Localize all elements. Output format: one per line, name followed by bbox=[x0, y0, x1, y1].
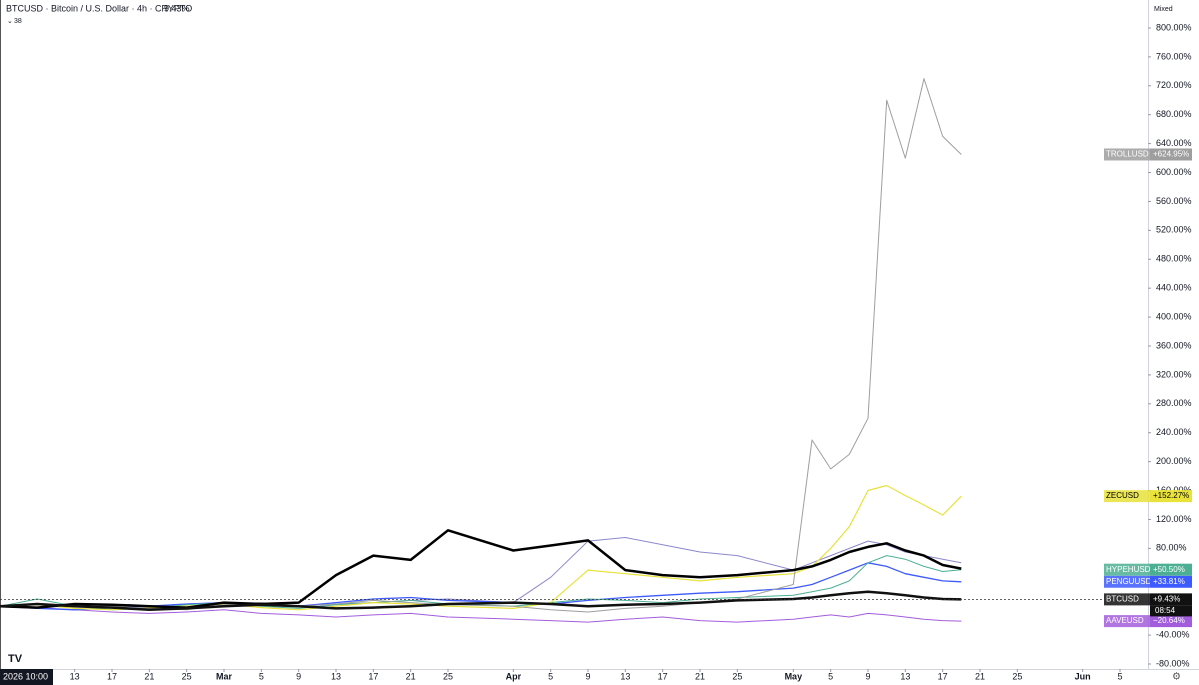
y-tick-label: 520.00% bbox=[1156, 225, 1192, 235]
title-change: 9.43% bbox=[164, 3, 190, 13]
y-tick-label: 200.00% bbox=[1156, 456, 1192, 466]
price-label: HYPEHUSD +50.50% bbox=[1104, 563, 1192, 576]
x-tick-label: 25 bbox=[732, 671, 742, 681]
x-tick-label: 5 bbox=[828, 671, 833, 681]
y-tick-label: 640.00% bbox=[1156, 138, 1192, 148]
price-label: PENGUUSDT+33.81% bbox=[1104, 575, 1192, 588]
series-line bbox=[0, 529, 962, 609]
price-label-value: +152.27% bbox=[1153, 491, 1189, 500]
indicator-toggle[interactable]: ⌄ bbox=[7, 18, 13, 25]
x-tick-label: May bbox=[785, 671, 803, 681]
price-label-name: TROLLUSD bbox=[1106, 150, 1149, 159]
price-label-name: BTCUSD bbox=[1106, 594, 1139, 603]
price-label-value-box bbox=[1150, 563, 1192, 576]
price-label-name-box bbox=[1104, 563, 1150, 576]
indicator-count[interactable]: 38 bbox=[14, 18, 22, 25]
y-tick-label: 360.00% bbox=[1156, 340, 1192, 350]
price-label-value: +9.43% bbox=[1153, 594, 1180, 603]
x-tick-label: 5 bbox=[259, 671, 264, 681]
price-labels: AAVEUSD −20.64% PENGUUSDT+33.81%HYPEHUSD +5… bbox=[1104, 148, 1192, 628]
y-tick-label: 800.00% bbox=[1156, 22, 1192, 32]
y-tick-label: 440.00% bbox=[1156, 283, 1192, 293]
series-line bbox=[0, 555, 962, 611]
price-label-name: AAVEUSD bbox=[1106, 616, 1144, 625]
logo[interactable]: TV bbox=[8, 653, 23, 665]
x-tick-label: 25 bbox=[443, 671, 453, 681]
y-tick-label: 280.00% bbox=[1156, 398, 1192, 408]
y-tick-label: 600.00% bbox=[1156, 167, 1192, 177]
price-label-value: +624.95% bbox=[1153, 150, 1189, 159]
price-label-name-box bbox=[1104, 575, 1150, 588]
x-tick-label: Jun bbox=[1075, 671, 1091, 681]
x-tick-label: 17 bbox=[658, 671, 668, 681]
price-label-value-box bbox=[1150, 490, 1192, 503]
price-label-name: ZECUSD bbox=[1106, 491, 1139, 500]
time-label: 2026 10:00 bbox=[3, 671, 48, 681]
x-tick-label: Mar bbox=[216, 671, 233, 681]
x-tick-label: 21 bbox=[406, 671, 416, 681]
x-tick-label: 13 bbox=[900, 671, 910, 681]
price-label: BTCUSD +9.43% 08:54 bbox=[1104, 593, 1192, 617]
price-label: AAVEUSD −20.64% bbox=[1104, 615, 1192, 628]
y-tick-label: 480.00% bbox=[1156, 254, 1192, 264]
x-tick-label: 9 bbox=[585, 671, 590, 681]
series-line bbox=[0, 562, 962, 611]
price-label-value-box bbox=[1150, 593, 1192, 606]
y-tick-label: 560.00% bbox=[1156, 196, 1192, 206]
price-label-value-box bbox=[1150, 615, 1192, 628]
x-tick-label: 21 bbox=[144, 671, 154, 681]
x-tick-label: Apr bbox=[506, 671, 522, 681]
y-tick-label: -80.00% bbox=[1156, 658, 1190, 668]
x-tick-label: 13 bbox=[620, 671, 630, 681]
time-label-box bbox=[0, 669, 53, 685]
x-tick-label: 25 bbox=[182, 671, 192, 681]
series-line bbox=[0, 605, 962, 623]
price-label-value-box bbox=[1150, 575, 1192, 588]
x-tick-label: 13 bbox=[331, 671, 341, 681]
y-tick-label: 80.00% bbox=[1156, 543, 1187, 553]
plot-area bbox=[0, 78, 1104, 623]
x-tick-label: 17 bbox=[938, 671, 948, 681]
x-tick-label: 17 bbox=[368, 671, 378, 681]
y-tick-label: 680.00% bbox=[1156, 109, 1192, 119]
scale-mode[interactable]: Mixed bbox=[1154, 6, 1173, 13]
y-tick-label: 160.00% bbox=[1156, 485, 1192, 495]
series-line bbox=[0, 590, 962, 612]
x-tick-label: 21 bbox=[695, 671, 705, 681]
countdown: 08:54 bbox=[1155, 606, 1176, 615]
y-tick-label: 240.00% bbox=[1156, 427, 1192, 437]
x-tick-label: 21 bbox=[975, 671, 985, 681]
price-label-value: +50.50% bbox=[1153, 565, 1185, 574]
price-label: ZECUSD +152.27% bbox=[1104, 490, 1192, 503]
countdown-box bbox=[1150, 605, 1192, 617]
x-tick-label: 9 bbox=[865, 671, 870, 681]
price-label-name: PENGUUSDT bbox=[1106, 577, 1156, 586]
price-label-name-box bbox=[1104, 615, 1150, 628]
y-tick-label: 320.00% bbox=[1156, 369, 1192, 379]
chart-title: BTCUSD · Bitcoin / U.S. Dollar · 4h · CR… bbox=[6, 3, 192, 13]
price-label-name: HYPEHUSD bbox=[1106, 565, 1151, 574]
x-tick-label: 5 bbox=[548, 671, 553, 681]
x-tick-label: 9 bbox=[296, 671, 301, 681]
price-label-value: −20.64% bbox=[1153, 616, 1185, 625]
y-tick-label: 400.00% bbox=[1156, 311, 1192, 321]
y-tick-label: 120.00% bbox=[1156, 514, 1192, 524]
x-tick-label: 17 bbox=[107, 671, 117, 681]
x-tick-label: 25 bbox=[1012, 671, 1022, 681]
price-label-name-box bbox=[1104, 490, 1150, 503]
settings-icon[interactable]: ⚙ bbox=[1172, 672, 1181, 683]
price-label-value: +33.81% bbox=[1153, 577, 1185, 586]
y-tick-label: 760.00% bbox=[1156, 51, 1192, 61]
x-tick-label: 5 bbox=[1117, 671, 1122, 681]
price-label-value-box bbox=[1150, 148, 1192, 161]
price-label-name-box bbox=[1104, 593, 1150, 606]
price-label-name-box bbox=[1104, 148, 1150, 161]
y-tick-label: -40.00% bbox=[1156, 629, 1190, 639]
x-tick-label: 13 bbox=[70, 671, 80, 681]
y-tick-label: 720.00% bbox=[1156, 80, 1192, 90]
price-label: TROLLUSD +624.95% bbox=[1104, 148, 1192, 161]
